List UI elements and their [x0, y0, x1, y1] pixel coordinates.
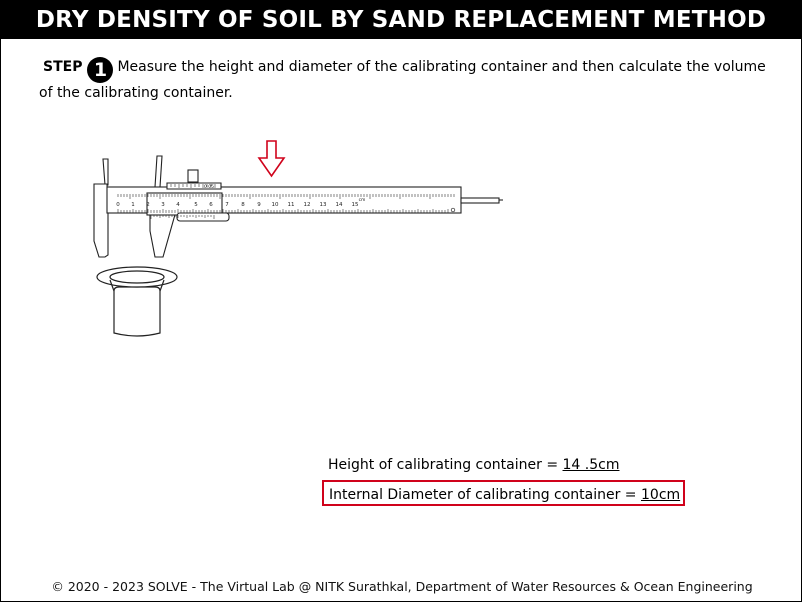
svg-text:0: 0: [116, 202, 120, 208]
svg-text:8: 8: [241, 202, 245, 208]
svg-text:1: 1: [131, 202, 135, 208]
svg-text:cm: cm: [359, 198, 366, 203]
vernier-caliper-icon: [93, 155, 503, 258]
caliper-illustration: 0 1 2 3 4 5 6 7 8 9 10 11 12 13 14 15 cm…: [93, 140, 503, 337]
svg-text:11: 11: [288, 202, 295, 208]
diameter-label: Internal Diameter of calibrating contain…: [329, 487, 641, 503]
height-value: 14 .5cm: [562, 457, 620, 473]
diameter-value: 10cm: [641, 487, 681, 503]
svg-text:6: 6: [209, 202, 213, 208]
svg-text:10: 10: [272, 202, 279, 208]
svg-text:2: 2: [146, 202, 150, 208]
footer-copyright: © 2020 - 2023 SOLVE - The Virtual Lab @ …: [51, 579, 753, 594]
svg-text:14: 14: [336, 202, 343, 208]
down-arrow-icon: [257, 140, 286, 178]
step-number-badge: 1: [87, 57, 114, 83]
step-instruction-text: Measure the height and diameter of the c…: [39, 59, 766, 101]
caliper-scale-labels: 0 1 2 3 4 5 6 7 8 9 10 11 12 13 14 15 cm…: [116, 184, 365, 208]
svg-text:4: 4: [176, 202, 180, 208]
step-instruction: STEP 1 Measure the height and diameter of …: [39, 57, 781, 103]
svg-text:7: 7: [225, 202, 229, 208]
svg-text:3: 3: [161, 202, 165, 208]
calibrating-container-icon: [96, 266, 178, 337]
diameter-result-highlight: Internal Diameter of calibrating contain…: [322, 480, 685, 506]
step-label: STEP: [43, 59, 83, 75]
height-label: Height of calibrating container =: [328, 457, 563, 473]
svg-text:9: 9: [257, 202, 261, 208]
page-title: DRY DENSITY OF SOIL BY SAND REPLACEMENT …: [1, 1, 801, 39]
caliper-screw: [450, 207, 456, 213]
caliper-scale-ticks: [117, 184, 455, 219]
svg-text:5: 5: [194, 202, 198, 208]
svg-text:12: 12: [304, 202, 311, 208]
svg-text:13: 13: [320, 202, 327, 208]
svg-text:15: 15: [352, 202, 359, 208]
height-result: Height of calibrating container = 14 .5c…: [328, 455, 619, 475]
svg-text:0.05: 0.05: [204, 184, 214, 190]
